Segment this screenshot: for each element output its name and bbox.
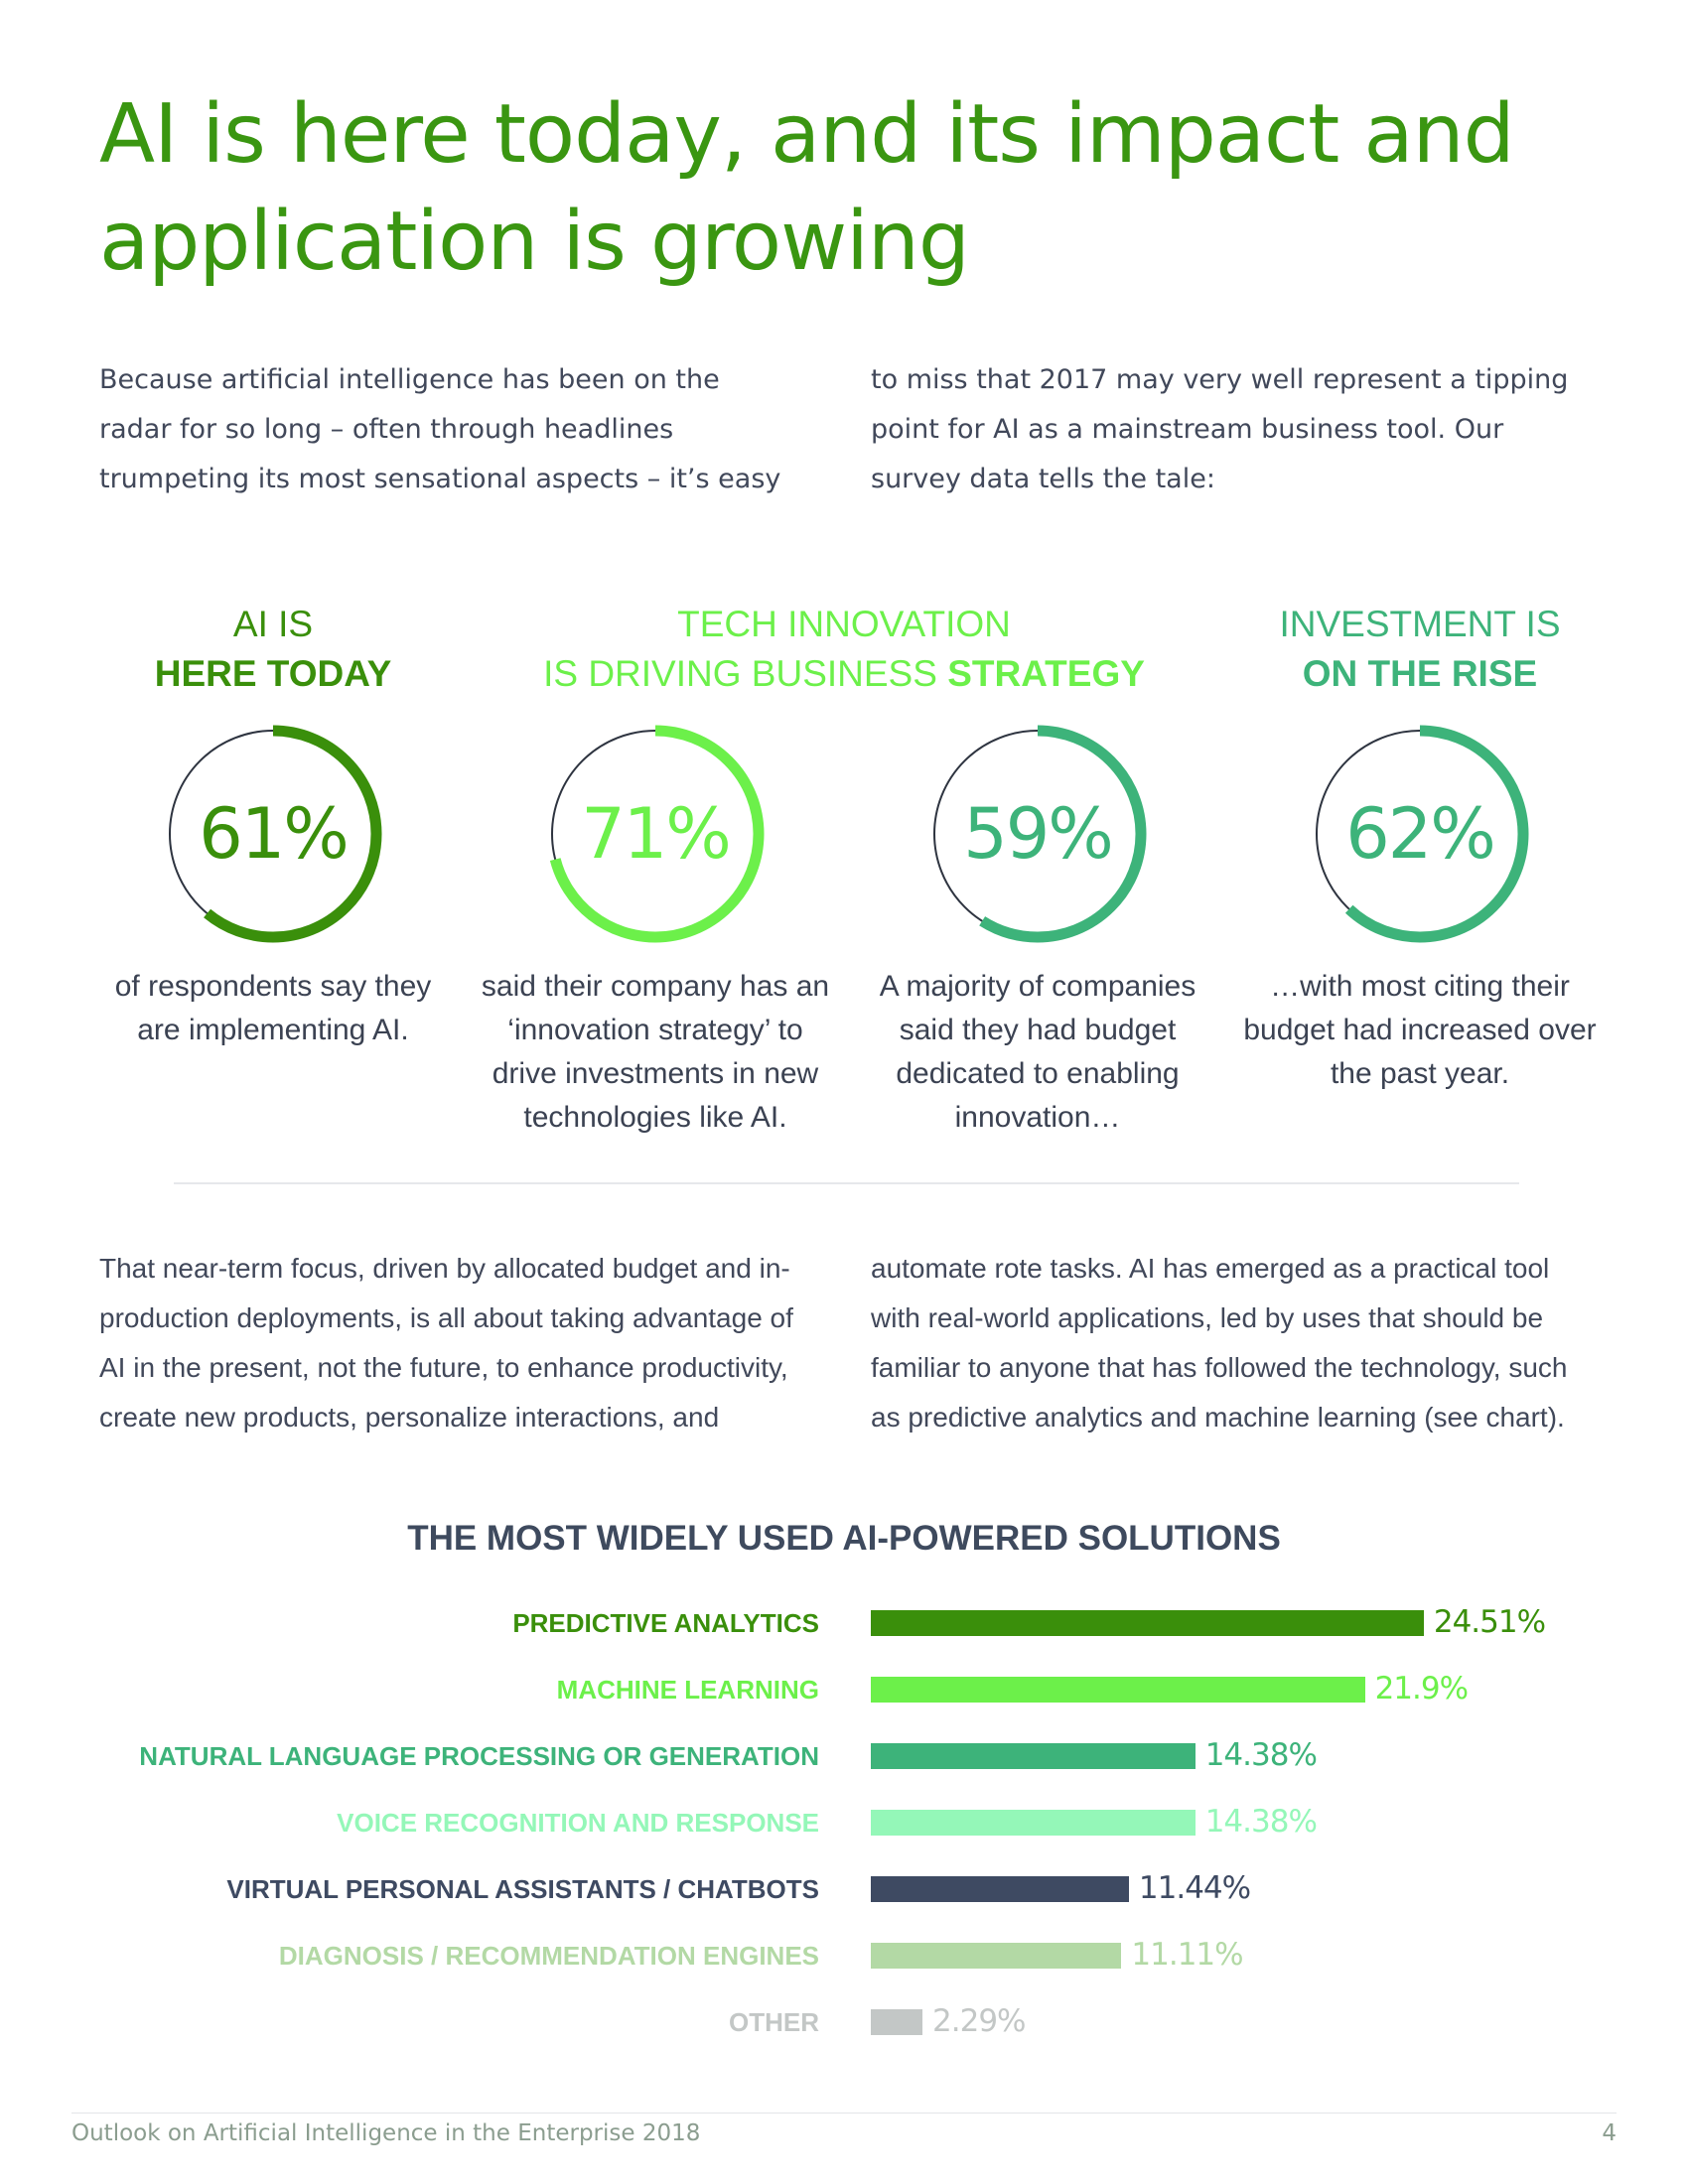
donut-gauge-svg — [928, 725, 1147, 943]
stat-heading-tech-innovation: TECH INNOVATION IS DRIVING BUSINESS STRA… — [543, 604, 1145, 694]
intro-right-paragraph: to miss that 2017 may very well represen… — [871, 364, 1569, 494]
bar — [871, 1610, 1424, 1636]
bar — [871, 1943, 1122, 1969]
donut-gauge-61: 61% — [159, 720, 387, 948]
bar-category-label: PREDICTIVE ANALYTICS — [512, 1608, 819, 1638]
donut-gauge-svg — [1311, 725, 1529, 943]
stat-caption-62: …with most citing their budget had incre… — [1243, 970, 1597, 1090]
section-divider — [174, 1182, 1519, 1184]
footer-rule — [71, 2113, 1617, 2114]
body-left-paragraph: That near-term focus, driven by allocate… — [99, 1253, 793, 1433]
bar-category-label: NATURAL LANGUAGE PROCESSING OR GENERATIO… — [139, 1741, 819, 1771]
bar — [871, 1743, 1196, 1769]
footer-publication-title: Outlook on Artificial Intelligence in th… — [71, 2120, 701, 2146]
intro-left-paragraph: Because artificial intelligence has been… — [99, 364, 781, 494]
bar-value-label: 11.44% — [1138, 1870, 1251, 1906]
page-number: 4 — [1602, 2120, 1617, 2146]
chart-title: THE MOST WIDELY USED AI-POWERED SOLUTION… — [407, 1519, 1281, 1558]
donut-gauge-62: 62% — [1306, 720, 1534, 948]
stat-value: 61% — [199, 793, 350, 875]
bar-value-label: 14.38% — [1204, 1737, 1318, 1773]
bar-category-label: MACHINE LEARNING — [556, 1675, 819, 1705]
bar-value-label: 14.38% — [1204, 1804, 1318, 1840]
bar — [871, 1810, 1196, 1836]
stat-heading-here-today: AI IS HERE TODAY — [154, 604, 392, 694]
stat-caption-61: of respondents say they are implementing… — [114, 970, 432, 1046]
donut-gauge-svg — [546, 725, 765, 943]
donut-arc — [164, 725, 382, 943]
bar-value-label: 11.11% — [1131, 1937, 1243, 1973]
bar-category-label: VOICE RECOGNITION AND RESPONSE — [337, 1808, 819, 1838]
bar-category-label: VIRTUAL PERSONAL ASSISTANTS / CHATBOTS — [226, 1874, 819, 1904]
stat-caption-59: A majority of companies said they had bu… — [879, 970, 1196, 1134]
bar-value-label: 21.9% — [1374, 1671, 1469, 1706]
bar — [871, 1876, 1129, 1902]
bar-category-label: OTHER — [729, 2007, 819, 2037]
bar-category-label: DIAGNOSIS / RECOMMENDATION ENGINES — [278, 1941, 819, 1971]
stat-caption-71: said their company has an ‘innovation st… — [481, 970, 830, 1134]
donut-arc — [928, 725, 1147, 943]
stat-heading-investment: INVESTMENT IS ON THE RISE — [1279, 604, 1561, 694]
stat-value: 62% — [1345, 793, 1496, 875]
donut-gauge-svg — [164, 725, 382, 943]
donut-gauge-71: 71% — [541, 720, 770, 948]
stat-value: 59% — [963, 793, 1114, 875]
body-right-paragraph: automate rote tasks. AI has emerged as a… — [871, 1253, 1568, 1433]
donut-arc — [546, 725, 765, 943]
bar-value-label: 24.51% — [1433, 1604, 1546, 1640]
bar — [871, 1677, 1365, 1703]
bar-value-label: 2.29% — [932, 2003, 1026, 2039]
bar — [871, 2009, 923, 2035]
page-title: AI is here today, and its impact and app… — [99, 87, 1515, 289]
donut-gauge-59: 59% — [923, 720, 1152, 948]
donut-arc — [1311, 725, 1529, 943]
stat-value: 71% — [581, 793, 732, 875]
